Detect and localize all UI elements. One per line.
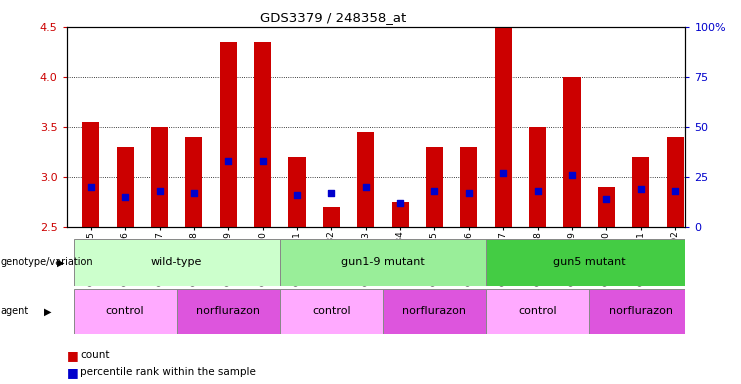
Bar — [185, 137, 202, 227]
Bar — [254, 42, 271, 227]
Bar — [391, 202, 409, 227]
Bar — [116, 147, 133, 227]
Bar — [73, 289, 176, 334]
Bar — [529, 127, 546, 227]
Point — [566, 172, 578, 178]
Point — [119, 194, 131, 200]
Text: norflurazon: norflurazon — [609, 306, 673, 316]
Text: count: count — [80, 350, 110, 360]
Point — [669, 187, 681, 194]
Bar — [460, 147, 477, 227]
Point — [497, 170, 509, 176]
Point — [84, 184, 96, 190]
Bar — [563, 77, 581, 227]
Text: genotype/variation: genotype/variation — [1, 257, 93, 268]
Point — [153, 187, 165, 194]
Point — [325, 190, 337, 196]
Bar — [486, 289, 589, 334]
Bar — [219, 42, 237, 227]
Bar — [176, 289, 280, 334]
Text: ▶: ▶ — [44, 306, 52, 316]
Text: percentile rank within the sample: percentile rank within the sample — [80, 367, 256, 377]
Text: wild-type: wild-type — [151, 257, 202, 268]
Text: control: control — [518, 306, 557, 316]
Text: norflurazon: norflurazon — [402, 306, 467, 316]
Point — [291, 192, 303, 198]
Text: ■: ■ — [67, 366, 79, 379]
Text: norflurazon: norflurazon — [196, 306, 260, 316]
Point — [463, 190, 475, 196]
Bar — [598, 187, 615, 227]
Bar — [323, 207, 340, 227]
Text: ▶: ▶ — [57, 257, 64, 268]
Bar — [151, 127, 168, 227]
Text: control: control — [106, 306, 144, 316]
Point — [188, 190, 200, 196]
Bar — [280, 239, 486, 286]
Point — [222, 157, 234, 164]
Bar — [73, 239, 280, 286]
Title: GDS3379 / 248358_at: GDS3379 / 248358_at — [259, 11, 406, 24]
Text: ■: ■ — [67, 349, 79, 362]
Bar — [280, 289, 383, 334]
Point — [635, 185, 647, 192]
Bar — [589, 289, 692, 334]
Point — [256, 157, 268, 164]
Point — [532, 187, 544, 194]
Bar — [426, 147, 443, 227]
Point — [428, 187, 440, 194]
Bar — [666, 137, 684, 227]
Bar — [495, 27, 512, 227]
Text: control: control — [312, 306, 350, 316]
Bar — [632, 157, 649, 227]
Bar — [486, 239, 692, 286]
Point — [394, 200, 406, 206]
Bar — [288, 157, 305, 227]
Text: gun5 mutant: gun5 mutant — [553, 257, 625, 268]
Text: gun1-9 mutant: gun1-9 mutant — [341, 257, 425, 268]
Text: agent: agent — [1, 306, 29, 316]
Bar — [82, 122, 99, 227]
Point — [360, 184, 372, 190]
Point — [600, 195, 612, 202]
Bar — [383, 289, 486, 334]
Bar — [357, 132, 374, 227]
